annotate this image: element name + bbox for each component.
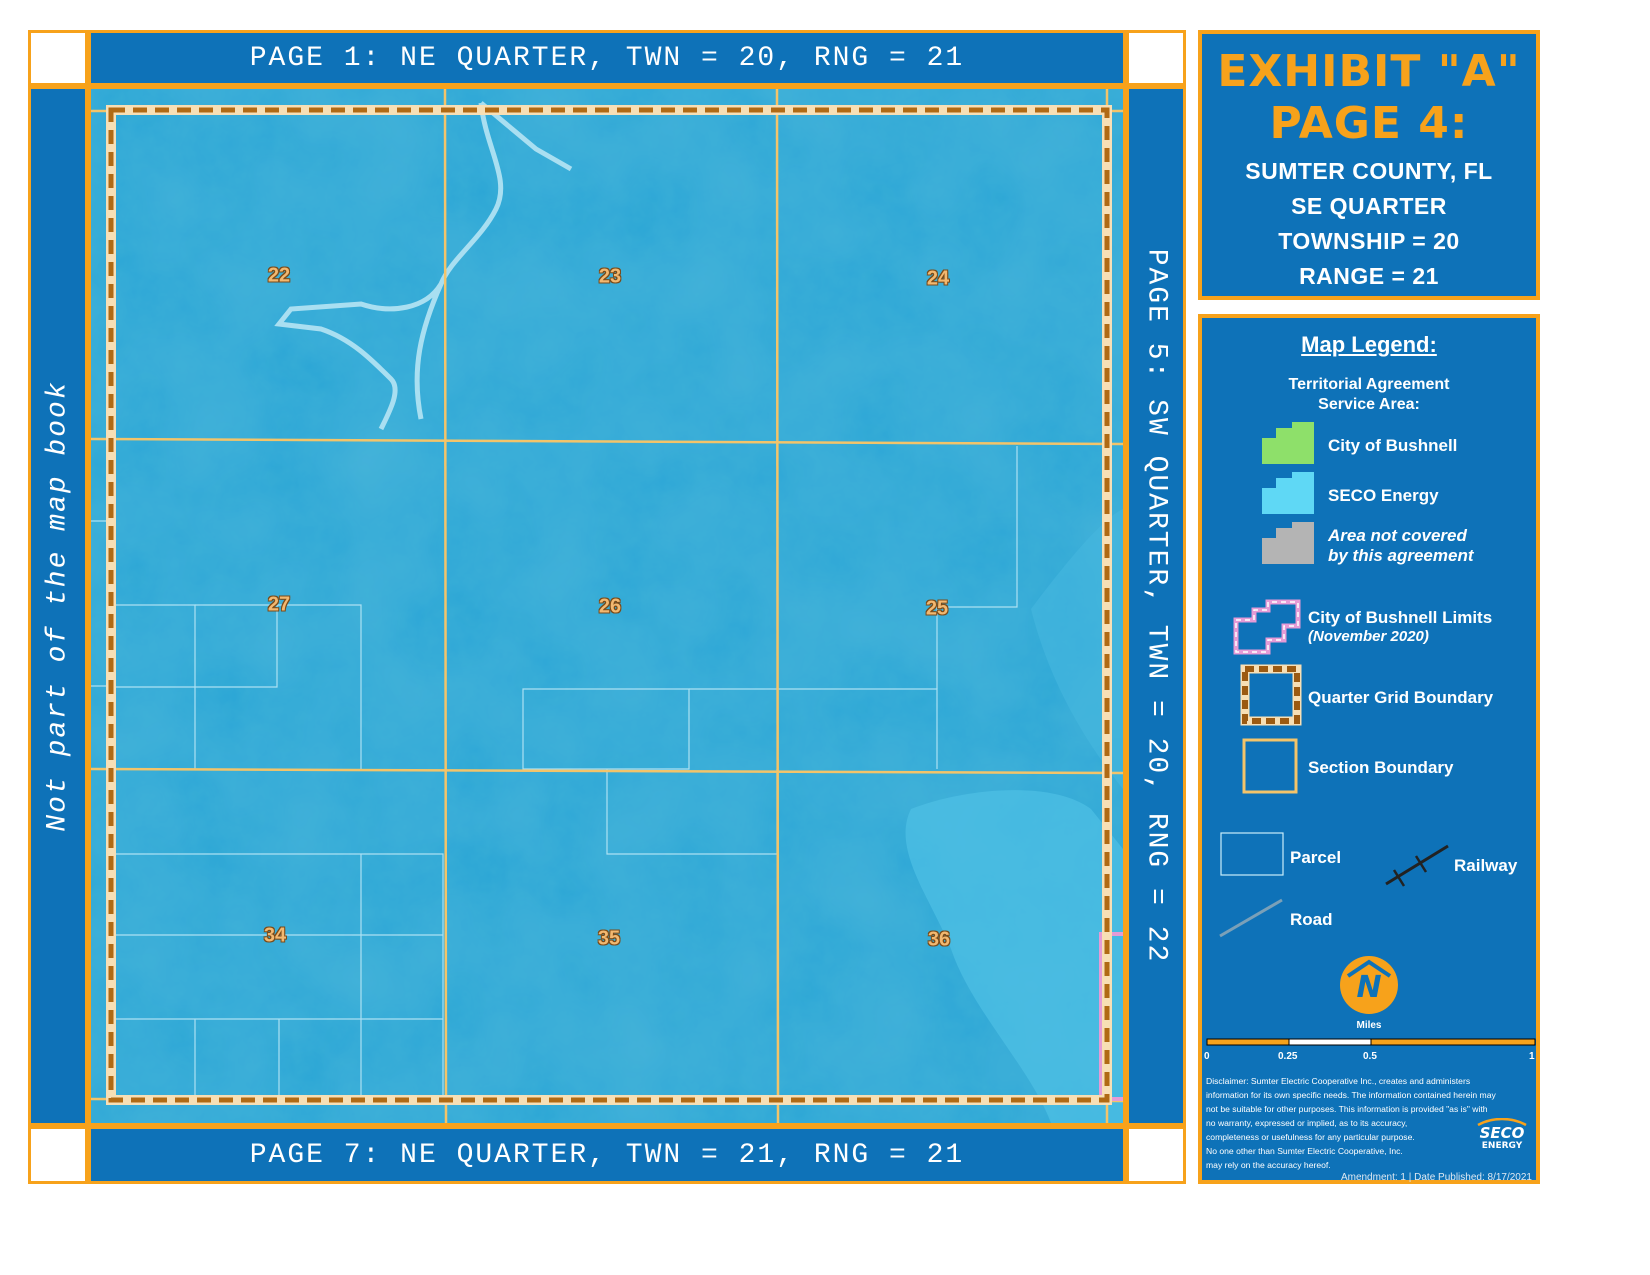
section-number-36: 36 xyxy=(927,928,951,951)
bushnell-swatch xyxy=(1262,422,1314,464)
legend-subheading-2: Service Area: xyxy=(1318,396,1420,413)
not-covered-label-2: by this agreement xyxy=(1328,546,1474,565)
logo-swoosh-icon xyxy=(1477,1118,1527,1126)
scale-tick-025: 0.25 xyxy=(1278,1051,1298,1062)
map-area[interactable]: 22 23 24 27 26 25 34 35 36 xyxy=(88,86,1126,1126)
nav-left-label: Not part of the map book xyxy=(42,380,74,832)
disclaimer-line-4: no warranty, expressed or implied, as to… xyxy=(1206,1118,1408,1128)
logo-text-1: SECO xyxy=(1479,1124,1525,1142)
page-title: PAGE 4: xyxy=(1269,98,1469,149)
north-arrow-icon xyxy=(1340,956,1398,1014)
quarter-label: SE QUARTER xyxy=(1291,193,1447,219)
disclaimer-line-2: information for its own specific needs. … xyxy=(1206,1090,1496,1100)
quarter-grid-label: Quarter Grid Boundary xyxy=(1308,688,1494,707)
map-texture-fine xyxy=(91,89,1123,1123)
nav-right-page-link[interactable]: PAGE 5: SW QUARTER, TWN = 20, RNG = 22 xyxy=(1126,86,1186,1126)
bushnell-limits-label-2: (November 2020) xyxy=(1308,628,1429,645)
section-number-35: 35 xyxy=(597,927,621,950)
road-label: Road xyxy=(1290,910,1333,929)
disclaimer-line-3: not be suitable for other purposes. This… xyxy=(1206,1104,1488,1114)
disclaimer-line-6: No one other than Sumter Electric Cooper… xyxy=(1206,1146,1403,1156)
corner-top-left xyxy=(28,30,88,86)
quarter-grid-swatch xyxy=(1240,664,1302,726)
not-covered-label-1: Area not covered xyxy=(1328,526,1467,545)
bushnell-limits-label-1: City of Bushnell Limits xyxy=(1308,608,1493,627)
section-number-23: 23 xyxy=(598,265,622,288)
not-covered-swatch xyxy=(1262,522,1314,564)
section-number-27: 27 xyxy=(267,593,291,616)
section-number-26: 26 xyxy=(598,595,622,618)
county-label: SUMTER COUNTY, FL xyxy=(1245,158,1493,184)
scale-tick-05: 0.5 xyxy=(1363,1051,1377,1062)
bushnell-limits-swatch xyxy=(1233,599,1301,655)
disclaimer-line-5: completeness or usefulness for any parti… xyxy=(1206,1132,1415,1142)
nav-bottom-page-link[interactable]: PAGE 7: NE QUARTER, TWN = 21, RNG = 21 xyxy=(88,1126,1126,1184)
open-area-east-upper xyxy=(1031,509,1123,789)
railway-label: Railway xyxy=(1454,856,1518,875)
parcel-swatch xyxy=(1220,832,1284,876)
scale-unit: Miles xyxy=(1356,1020,1382,1031)
nav-top-page-link[interactable]: PAGE 1: NE QUARTER, TWN = 20, RNG = 21 xyxy=(88,30,1126,86)
seco-swatch xyxy=(1262,472,1314,514)
seco-label: SECO Energy xyxy=(1328,486,1439,505)
legend-heading: Map Legend: xyxy=(1301,332,1437,357)
publish-footer: Amendment: 1 | Date Published: 8/17/2021 xyxy=(1340,1172,1532,1183)
corner-bottom-left xyxy=(28,1126,88,1184)
map-legend: Map Legend: Territorial Agreement Servic… xyxy=(1198,314,1540,1184)
range-label: RANGE = 21 xyxy=(1299,263,1439,289)
road-icon xyxy=(1219,898,1283,938)
logo-text-2: ENERGY xyxy=(1481,1141,1523,1151)
scale-tick-0: 0 xyxy=(1204,1051,1210,1062)
township-label: TOWNSHIP = 20 xyxy=(1278,228,1460,254)
quarter-grid-boundary-dash xyxy=(108,107,1110,1103)
section-number-25: 25 xyxy=(925,597,949,620)
north-letter: N xyxy=(1356,970,1382,1005)
corner-bottom-right xyxy=(1126,1126,1186,1184)
nav-left-note: Not part of the map book xyxy=(28,86,88,1126)
creek xyxy=(274,101,573,431)
section-boundary-label: Section Boundary xyxy=(1308,758,1454,777)
map-canvas xyxy=(91,89,1123,1123)
disclaimer-line-1: Disclaimer: Sumter Electric Cooperative … xyxy=(1206,1076,1471,1086)
scale-tick-1: 1 xyxy=(1529,1051,1535,1062)
parcel-lines xyxy=(91,446,1018,1099)
disclaimer-line-7: may rely on the accuracy hereof. xyxy=(1206,1160,1331,1170)
exhibit-title: EXHIBIT "A" xyxy=(1217,46,1521,97)
parcel-label: Parcel xyxy=(1290,848,1342,867)
seco-energy-logo: SECO ENERGY xyxy=(1474,1118,1530,1160)
railway-icon xyxy=(1385,844,1449,887)
scale-bar xyxy=(1206,1038,1536,1046)
bushnell-label: City of Bushnell xyxy=(1328,436,1458,455)
corner-top-right xyxy=(1126,30,1186,86)
nav-bottom-label: PAGE 7: NE QUARTER, TWN = 21, RNG = 21 xyxy=(249,1139,965,1171)
nav-top-label: PAGE 1: NE QUARTER, TWN = 20, RNG = 21 xyxy=(249,42,965,74)
open-area-east xyxy=(905,790,1123,1123)
section-number-34: 34 xyxy=(263,924,287,947)
legend-subheading-1: Territorial Agreement xyxy=(1288,376,1450,393)
section-number-22: 22 xyxy=(267,264,291,287)
nav-right-label: PAGE 5: SW QUARTER, TWN = 20, RNG = 22 xyxy=(1140,248,1172,964)
title-panel: EXHIBIT "A" PAGE 4: SUMTER COUNTY, FL SE… xyxy=(1198,30,1540,300)
section-number-24: 24 xyxy=(926,267,950,290)
section-boundary-swatch xyxy=(1242,738,1298,794)
